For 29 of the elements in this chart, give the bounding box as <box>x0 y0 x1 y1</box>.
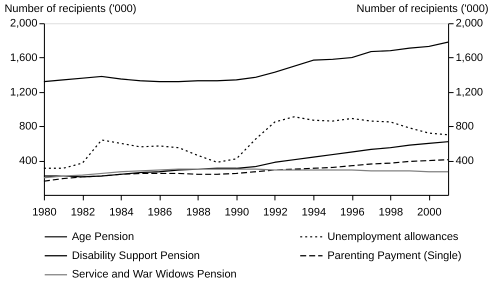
y2-tick-label: 1,200 <box>456 86 484 98</box>
legend-label: Age Pension <box>72 230 134 243</box>
x-tick-label: 1992 <box>263 206 288 218</box>
x-tick-label: 1984 <box>109 206 134 218</box>
legend-label: Service and War Widows Pension <box>72 268 237 281</box>
legend-label: Parenting Payment (Single) <box>327 250 462 262</box>
y2-tick-label: 400 <box>456 155 474 168</box>
x-tick-label: 1986 <box>148 206 172 218</box>
y2-axis-title: Number of recipients ('000) <box>356 2 489 15</box>
x-tick-label: 1996 <box>340 206 365 218</box>
x-tick-label: 1998 <box>378 206 404 218</box>
y-tick-label: 800 <box>19 120 38 133</box>
y-tick-label: 1,200 <box>10 86 38 98</box>
legend-label: Unemployment allowances <box>327 230 459 243</box>
y-tick-label: 2,000 <box>10 18 38 30</box>
legend-label: Disability Support Pension <box>72 250 200 262</box>
y2-tick-label: 2,000 <box>456 18 484 30</box>
x-tick-label: 1994 <box>302 206 326 218</box>
y-axis-title: Number of recipients ('000) <box>4 2 136 15</box>
y2-tick-label: 1,600 <box>456 52 484 64</box>
y-tick-label: 400 <box>19 155 38 168</box>
x-tick-label: 1982 <box>70 206 96 218</box>
x-tick-label: 2000 <box>417 206 442 218</box>
y-tick-label: 1,600 <box>10 52 38 64</box>
y2-tick-label: 800 <box>456 120 474 133</box>
x-tick-label: 1988 <box>186 206 211 218</box>
x-tick-label: 1990 <box>224 206 250 218</box>
line-series <box>43 168 449 178</box>
x-tick-label: 1980 <box>32 206 57 218</box>
